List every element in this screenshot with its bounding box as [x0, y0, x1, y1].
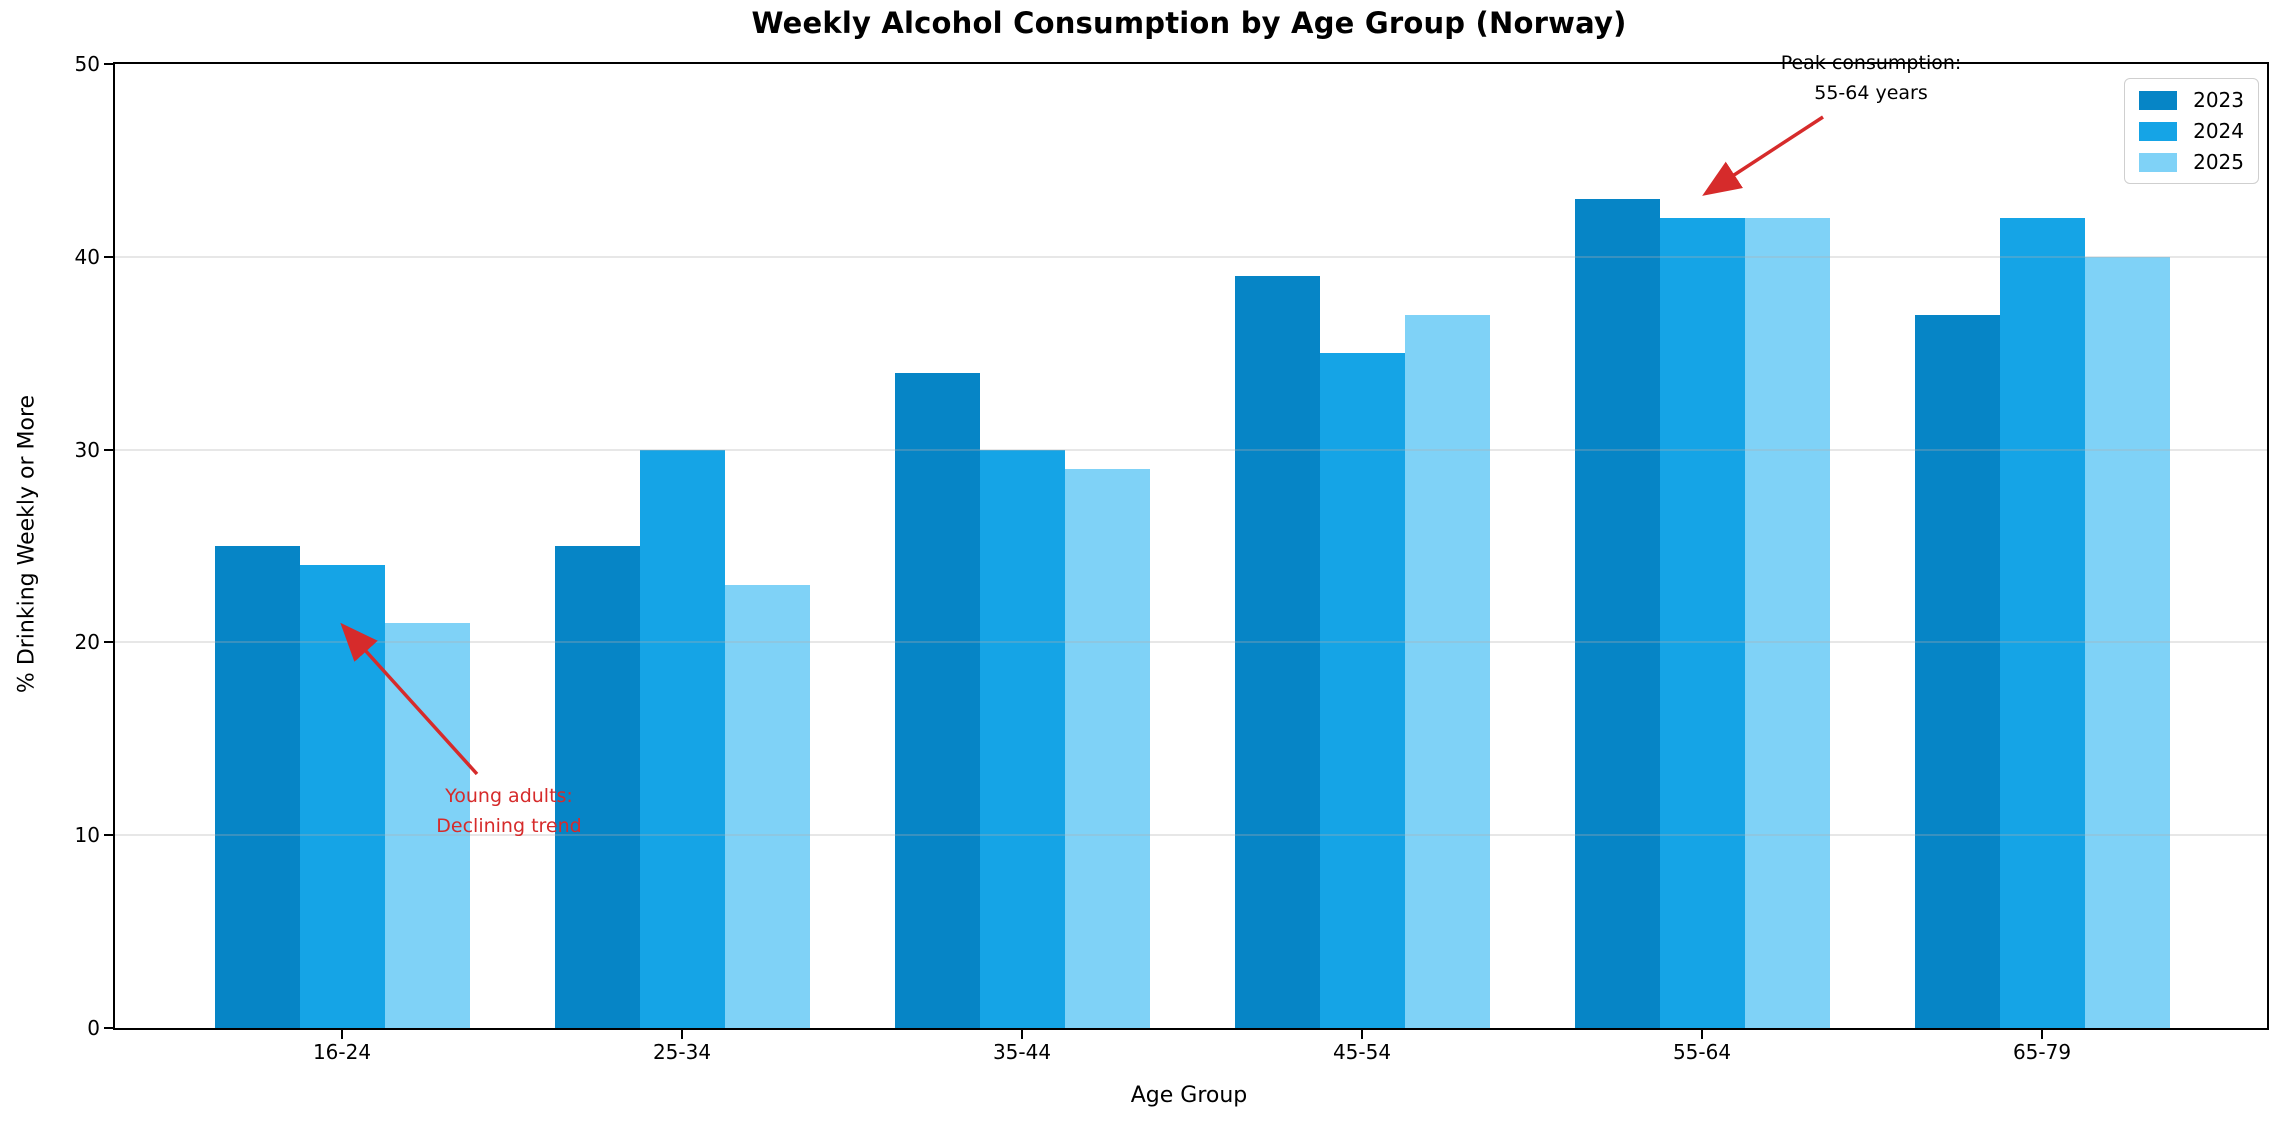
x-tick-label: 16-24	[312, 1040, 372, 1064]
y-tick	[104, 834, 113, 837]
legend-swatch	[2139, 90, 2178, 110]
annotation-young: Young adults: Declining trend	[436, 785, 582, 837]
y-tick-label: 40	[74, 244, 100, 269]
bar-45-54-2025	[1404, 314, 1490, 1028]
x-tick-label: 55-64	[1672, 1040, 1732, 1064]
y-tick-label: 30	[74, 437, 100, 462]
y-tick	[104, 448, 113, 451]
bar-35-44-2023	[894, 372, 980, 1028]
x-tick	[1361, 1030, 1363, 1039]
bar-45-54-2023	[1234, 276, 1320, 1028]
x-tick-label: 45-54	[1332, 1040, 1392, 1064]
bar-65-79-2024	[1999, 218, 2085, 1028]
y-tick-label: 0	[87, 1016, 100, 1040]
annotation-peak: Peak consumption: 55-64 years	[1780, 52, 1962, 104]
bar-16-24-2023	[214, 546, 300, 1028]
x-tick	[1021, 1030, 1023, 1039]
bar-16-24-2024	[299, 565, 385, 1028]
y-tick	[104, 641, 113, 644]
chart-title: Weekly Alcohol Consumption by Age Group …	[751, 6, 1627, 40]
legend-swatch	[2139, 152, 2178, 172]
bar-65-79-2023	[1914, 314, 2000, 1028]
x-axis-label: Age Group	[1130, 1083, 1248, 1108]
legend-item: 2023	[2139, 88, 2244, 112]
gridline	[115, 448, 2267, 451]
y-axis-label: % Drinking Weekly or More	[14, 394, 40, 694]
bar-65-79-2025	[2084, 256, 2170, 1028]
bar-25-34-2025	[724, 584, 810, 1028]
y-tick-label: 20	[74, 630, 100, 655]
bar-35-44-2025	[1064, 468, 1150, 1028]
legend: 2023 2024 2025	[2124, 78, 2259, 184]
legend-item: 2025	[2139, 150, 2244, 174]
bar-25-34-2023	[554, 546, 640, 1028]
x-tick	[2041, 1030, 2043, 1039]
bar-45-54-2024	[1319, 353, 1405, 1028]
x-tick	[681, 1030, 683, 1039]
bar-25-34-2024	[639, 449, 725, 1028]
bar-55-64-2025	[1744, 218, 1830, 1028]
plot-area: 16-24 25-34 35-44 45-54 55-64 65-79 0 10 20 30 40 5…	[75, 54, 2269, 1064]
bar-55-64-2024	[1659, 218, 1745, 1028]
gridline	[115, 834, 2267, 837]
gridline	[115, 255, 2267, 258]
x-tick-label: 35-44	[992, 1040, 1052, 1064]
legend-swatch	[2139, 121, 2178, 141]
bar-35-44-2024	[979, 449, 1065, 1028]
legend-label: 2024	[2193, 119, 2244, 143]
bar-55-64-2023	[1574, 199, 1660, 1028]
legend-label: 2023	[2193, 88, 2244, 112]
x-tick	[1701, 1030, 1703, 1039]
y-tick-label: 10	[74, 823, 100, 848]
y-tick-label: 50	[74, 52, 100, 76]
y-tick	[104, 255, 113, 258]
legend-item: 2024	[2139, 119, 2244, 143]
legend-label: 2025	[2193, 150, 2244, 174]
y-tick	[104, 1027, 113, 1029]
y-tick	[104, 63, 113, 65]
gridline	[115, 641, 2267, 644]
x-tick	[341, 1030, 343, 1039]
x-tick-label: 25-34	[652, 1040, 712, 1064]
x-tick-label: 65-79	[2012, 1040, 2072, 1064]
